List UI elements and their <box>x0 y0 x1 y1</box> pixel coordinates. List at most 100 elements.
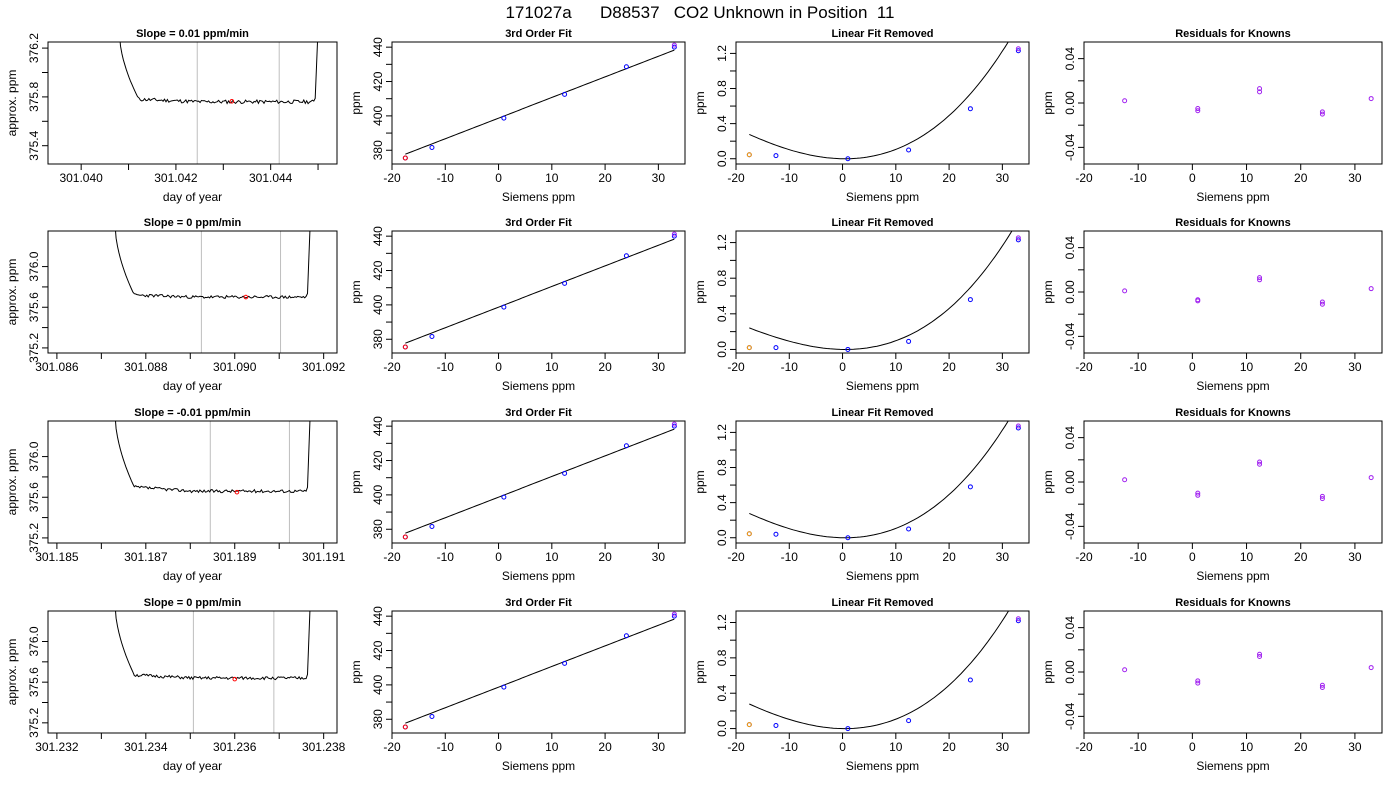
data-point-repeat <box>1015 616 1021 622</box>
x-tick-label: 0 <box>495 740 502 754</box>
plot-frame <box>735 420 1030 544</box>
x-tick-label: -10 <box>437 740 455 754</box>
x-tick-label: 0 <box>839 171 846 185</box>
x-tick-label: -20 <box>383 550 401 564</box>
fit-curve <box>405 618 675 724</box>
data-point-repeat <box>671 42 677 48</box>
x-tick-label: 0 <box>1189 171 1196 185</box>
data-point <box>1368 665 1374 671</box>
sample-point <box>232 676 238 682</box>
data-point <box>1319 493 1325 499</box>
panel-title: 3rd Order Fit <box>505 407 572 419</box>
panel-r1-res: Residuals for Knowns -20 -10 0 10 20 30 -0.04 0.… <box>1041 28 1383 204</box>
data-point <box>501 304 507 310</box>
y-tick-label: 375.2 <box>27 707 41 737</box>
y-tick-label: -0.04 <box>1063 702 1077 730</box>
plot-frame <box>1083 230 1383 354</box>
x-tick-label: 10 <box>545 740 559 754</box>
data-point <box>773 153 779 159</box>
fit-curve <box>405 49 675 155</box>
x-tick-label: 30 <box>996 360 1010 374</box>
y-tick-label: 420 <box>371 450 385 470</box>
x-axis-label: Siemens ppm <box>502 379 575 393</box>
plot-area <box>402 421 677 540</box>
y-tick-label: 0.00 <box>1063 470 1077 494</box>
plot-frame <box>391 230 686 354</box>
panel-title: 3rd Order Fit <box>505 597 572 609</box>
y-tick-label: 0.8 <box>715 80 729 97</box>
x-tick-label: 0 <box>839 360 846 374</box>
x-tick-label: 20 <box>1294 360 1308 374</box>
y-tick-label: 0.04 <box>1063 236 1077 260</box>
data-point <box>906 147 912 153</box>
y-tick-label: 1.2 <box>715 45 729 62</box>
x-tick-label: 30 <box>1348 171 1362 185</box>
x-axis-label: day of year <box>163 759 222 773</box>
y-axis-label: ppm <box>1041 660 1055 683</box>
x-tick-label: 0 <box>1189 740 1196 754</box>
y-axis-label: ppm <box>349 91 363 114</box>
y-tick-label: 0.4 <box>715 494 729 511</box>
data-point <box>1257 277 1263 283</box>
panel-title: 3rd Order Fit <box>505 217 572 229</box>
x-axis-label: Siemens ppm <box>502 759 575 773</box>
x-tick-label: 10 <box>545 171 559 185</box>
unknown-point <box>402 534 408 540</box>
data-point <box>1195 106 1201 112</box>
data-point <box>1257 86 1263 92</box>
fit-curve <box>749 42 1009 160</box>
unknown-point <box>746 531 752 537</box>
y-axis-label: ppm <box>693 470 707 493</box>
data-point <box>671 613 677 619</box>
x-tick-label: 301.042 <box>154 171 198 185</box>
y-tick-label: 376.0 <box>27 626 41 656</box>
concentration-trace <box>114 421 311 494</box>
x-tick-label: -20 <box>1075 550 1093 564</box>
y-tick-label: 375.6 <box>27 292 41 322</box>
data-point <box>671 423 677 429</box>
plot-frame <box>735 610 1030 734</box>
y-axis-label: ppm <box>693 660 707 683</box>
x-tick-label: -10 <box>781 740 799 754</box>
y-tick-label: 440 <box>371 416 385 436</box>
data-point <box>967 106 973 112</box>
panel-r4-fit: 3rd Order Fit -20 -10 0 10 20 30 380 400 420 440 Si… <box>349 597 686 773</box>
fit-curve <box>405 428 675 534</box>
y-tick-label: -0.04 <box>1063 512 1077 540</box>
y-tick-label: 0.0 <box>715 341 729 358</box>
x-axis-label: day of year <box>163 379 222 393</box>
y-tick-label: 380 <box>371 329 385 349</box>
x-tick-label: 301.238 <box>302 740 346 754</box>
y-tick-label: 0.4 <box>715 305 729 322</box>
y-tick-label: 0.00 <box>1063 91 1077 115</box>
data-point <box>1195 298 1201 304</box>
x-tick-label: -20 <box>727 740 745 754</box>
data-point <box>1319 299 1325 305</box>
y-tick-label: 0.8 <box>715 270 729 287</box>
x-tick-label: -10 <box>1130 550 1148 564</box>
data-point <box>1319 682 1325 688</box>
x-tick-label: 20 <box>1294 740 1308 754</box>
data-point <box>845 156 851 162</box>
panel-title: Slope = -0.01 ppm/min <box>134 407 251 419</box>
y-tick-label: 376.0 <box>27 251 41 281</box>
x-tick-label: -20 <box>727 171 745 185</box>
panel-r1-lin: Linear Fit Removed -20 -10 0 10 20 30 0.0 0.4 0.8… <box>693 28 1030 204</box>
x-tick-label: -20 <box>1075 171 1093 185</box>
x-tick-label: -20 <box>383 740 401 754</box>
panel-r1-fit: 3rd Order Fit -20 -10 0 10 20 30 380 400 420 440 Si… <box>349 28 686 204</box>
y-axis-label: approx. ppm <box>5 259 19 326</box>
x-axis-label: Siemens ppm <box>1196 379 1269 393</box>
x-tick-label: 20 <box>598 360 612 374</box>
x-tick-label: 30 <box>1348 740 1362 754</box>
x-axis-label: Siemens ppm <box>846 569 919 583</box>
x-tick-label: 0 <box>839 740 846 754</box>
y-tick-label: 0.04 <box>1063 616 1077 640</box>
x-tick-label: 10 <box>1240 171 1254 185</box>
y-tick-label: 1.2 <box>715 614 729 631</box>
data-point <box>429 524 435 530</box>
data-point <box>671 233 677 239</box>
y-tick-label: 0.8 <box>715 649 729 666</box>
x-tick-label: -10 <box>1130 740 1148 754</box>
